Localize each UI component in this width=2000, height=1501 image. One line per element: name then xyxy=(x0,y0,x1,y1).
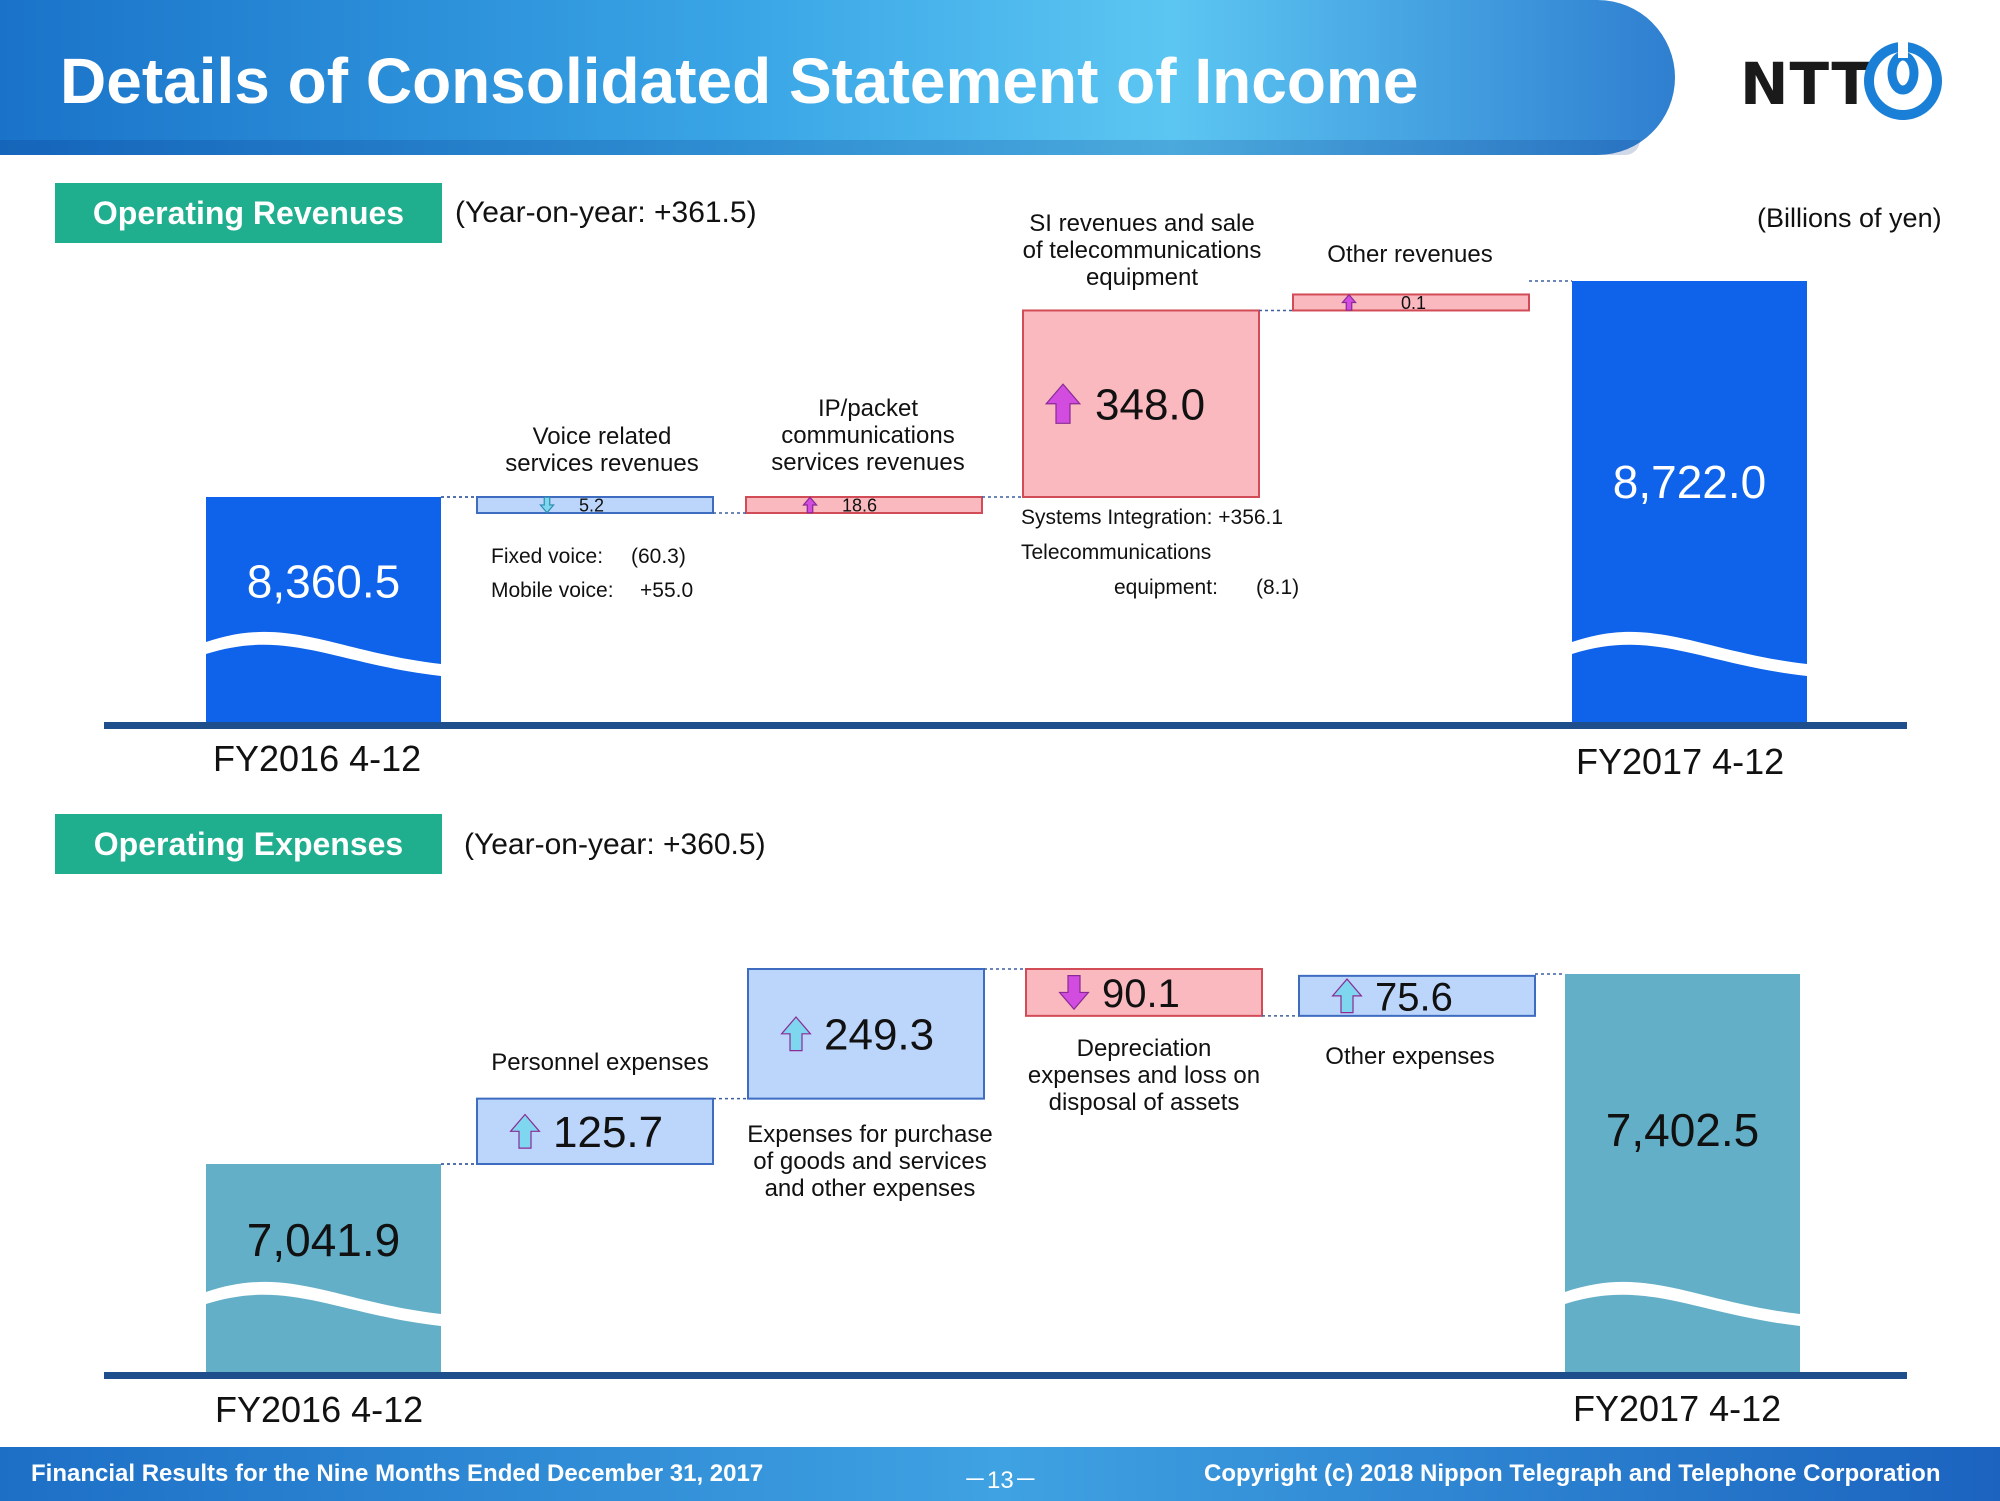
chart1-start-bar-break-mark xyxy=(206,1281,441,1326)
expenses-x-start-label: FY2016 4-12 xyxy=(215,1389,424,1430)
chart1-end-bar xyxy=(1565,974,1800,1372)
chart1-end-bar-break-mark xyxy=(1565,1281,1800,1326)
revenues-yoy-change: (Year-on-year: +361.5) xyxy=(455,196,757,229)
ntt-logo-text: NTT xyxy=(1740,50,1872,118)
voice-revenues-label: Voice related services revenues xyxy=(505,423,699,477)
chart0-start-bar-break-mark xyxy=(206,631,441,676)
chart1-step-3-arrow-icon xyxy=(1331,978,1363,1014)
chart1-start-bar xyxy=(206,1164,441,1372)
chart1-end-value: 7,402.5 xyxy=(1606,1104,1759,1156)
si-revenues-label: SI revenues and sale of telecommunication… xyxy=(1022,210,1262,291)
telecom-equipment-note-2: equipment: xyxy=(1114,576,1218,599)
chart0-end-bar-break-mark xyxy=(1572,631,1807,676)
ntt-logo-icon xyxy=(1864,42,1942,120)
chart0-step-2-arrow-icon xyxy=(1044,383,1082,424)
mobile-voice-value: +55.0 xyxy=(640,579,694,602)
footer-report-title: Financial Results for the Nine Months En… xyxy=(31,1460,764,1487)
chart1-step-1-value: 249.3 xyxy=(824,1011,934,1060)
fixed-voice-note: Fixed voice: xyxy=(491,545,604,568)
expenses-x-end-label: FY2017 4-12 xyxy=(1573,1388,1782,1429)
chart1-step-2-value: 90.1 xyxy=(1102,972,1180,1016)
chart0-step-1-bar xyxy=(745,496,983,514)
title-banner-shadow xyxy=(0,140,1640,155)
chart1-step-1-arrow-icon xyxy=(780,1016,812,1052)
purchase-expenses-label: Expenses for purchase of goods and servic… xyxy=(747,1121,993,1202)
footer-bar xyxy=(0,1447,2000,1501)
chart0-step-3-value: 0.1 xyxy=(1401,293,1426,313)
chart0-end-value: 8,722.0 xyxy=(1613,456,1766,508)
other-revenues-label: Other revenues xyxy=(1327,241,1493,268)
chart0-step-0-bar xyxy=(476,496,714,514)
operating-revenues-tag: Operating Revenues xyxy=(55,183,442,243)
page-number: －13－ xyxy=(963,1467,1038,1494)
chart1-start-value: 7,041.9 xyxy=(247,1214,400,1266)
page-title: Details of Consolidated Statement of Inc… xyxy=(60,45,1419,117)
chart0-step-0-arrow-icon xyxy=(539,496,555,514)
systems-integration-note: Systems Integration: +356.1 xyxy=(1021,506,1284,529)
telecom-equipment-value: (8.1) xyxy=(1256,576,1300,599)
unit-note: (Billions of yen) xyxy=(1757,203,1942,233)
chart1-step-0-arrow-icon xyxy=(509,1113,541,1149)
chart0-step-3-arrow-icon xyxy=(1341,293,1357,311)
operating-expenses-tag: Operating Expenses xyxy=(55,814,442,874)
footer-copyright: Copyright (c) 2018 Nippon Telegraph and … xyxy=(1204,1460,1941,1487)
chart1-step-0-value: 125.7 xyxy=(553,1108,663,1157)
chart0-step-0-value: 5.2 xyxy=(579,495,604,515)
other-expenses-label: Other expenses xyxy=(1325,1043,1495,1070)
chart1-step-3-value: 75.6 xyxy=(1375,975,1453,1019)
revenues-x-end-label: FY2017 4-12 xyxy=(1576,741,1785,782)
chart0-step-2-value: 348.0 xyxy=(1095,381,1205,430)
telecom-equipment-note: Telecommunications xyxy=(1021,541,1212,564)
chart0-start-bar xyxy=(206,497,441,722)
expenses-yoy-change: (Year-on-year: +360.5) xyxy=(464,828,766,861)
chart0-step-1-value: 18.6 xyxy=(842,495,877,515)
chart0-baseline-axis xyxy=(104,722,1907,729)
chart1-step-2-arrow-icon xyxy=(1058,975,1090,1011)
chart0-step-1-arrow-icon xyxy=(802,496,818,514)
personnel-expenses-label: Personnel expenses xyxy=(491,1049,709,1076)
ip-revenues-label: IP/packet communications services revenues xyxy=(771,395,965,476)
fixed-voice-value: (60.3) xyxy=(631,545,686,568)
depreciation-expenses-label: Depreciation expenses and loss on disposal… xyxy=(1027,1035,1261,1116)
revenues-x-start-label: FY2016 4-12 xyxy=(213,738,422,779)
mobile-voice-note: Mobile voice: xyxy=(491,579,614,602)
chart0-start-value: 8,360.5 xyxy=(247,556,400,608)
chart1-baseline-axis xyxy=(104,1372,1907,1379)
title-banner xyxy=(0,0,1675,155)
